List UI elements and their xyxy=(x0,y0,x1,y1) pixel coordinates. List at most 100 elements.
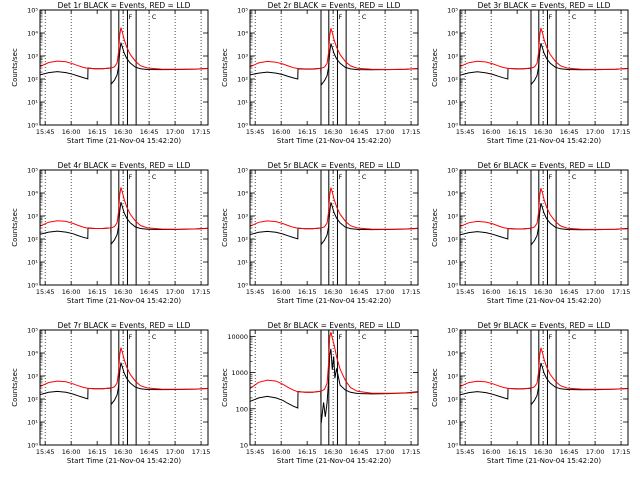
y-tick-label: 10³ xyxy=(237,53,248,61)
y-tick-label: 1000 xyxy=(231,369,248,377)
x-tick-label: 15:45 xyxy=(246,448,265,456)
x-tick-label: 16:15 xyxy=(88,128,107,136)
lld-series-line xyxy=(40,187,208,230)
y-tick-label: 10² xyxy=(237,236,248,244)
y-tick-label: 10⁵ xyxy=(237,167,248,175)
panel-title: Det 4r BLACK = Events, RED = LLD xyxy=(58,161,191,170)
x-tick-label: 16:30 xyxy=(114,448,133,456)
y-tick-label: 10¹ xyxy=(447,259,458,267)
x-tick-label: 16:45 xyxy=(350,448,369,456)
y-tick-label: 10² xyxy=(237,76,248,84)
marker-label: F xyxy=(548,13,552,21)
y-tick-label: 10⁵ xyxy=(27,327,38,335)
x-tick-label: 16:00 xyxy=(62,288,81,296)
x-tick-label: 16:00 xyxy=(272,128,291,136)
y-tick-label: 10³ xyxy=(237,213,248,221)
x-axis-label: Start Time (21-Nov-04 15:42:20) xyxy=(67,297,181,305)
x-tick-label: 16:45 xyxy=(350,288,369,296)
lld-series-line xyxy=(250,332,418,394)
x-tick-label: 15:45 xyxy=(246,128,265,136)
events-series-line xyxy=(250,348,418,424)
marker-label: C xyxy=(362,173,367,181)
y-tick-label: 10³ xyxy=(447,53,458,61)
x-tick-label: 16:30 xyxy=(114,128,133,136)
x-tick-label: 16:15 xyxy=(88,288,107,296)
x-tick-label: 16:15 xyxy=(508,128,527,136)
marker-label: F xyxy=(548,333,552,341)
y-tick-label: 10⁴ xyxy=(27,190,38,198)
x-tick-label: 16:15 xyxy=(298,288,317,296)
y-tick-label: 10⁰ xyxy=(237,282,248,290)
lld-series-line xyxy=(460,347,628,390)
marker-label: F xyxy=(128,333,132,341)
x-tick-label: 16:30 xyxy=(324,128,343,136)
x-tick-label: 16:45 xyxy=(140,448,159,456)
lld-series-line xyxy=(40,27,208,70)
lld-series-line xyxy=(250,187,418,230)
y-tick-label: 10¹ xyxy=(237,259,248,267)
x-tick-label: 17:00 xyxy=(166,448,185,456)
y-tick-label: 10⁴ xyxy=(447,190,458,198)
x-tick-label: 16:30 xyxy=(114,288,133,296)
panel-title: Det 3r BLACK = Events, RED = LLD xyxy=(478,1,611,10)
marker-label: C xyxy=(152,173,157,181)
y-tick-label: 10⁴ xyxy=(237,30,248,38)
x-tick-label: 16:00 xyxy=(272,288,291,296)
y-tick-label: 10⁵ xyxy=(447,7,458,15)
y-tick-label: 10¹ xyxy=(447,99,458,107)
events-series-line xyxy=(460,362,628,407)
panel-title: Det 7r BLACK = Events, RED = LLD xyxy=(58,321,191,330)
y-tick-label: 10⁴ xyxy=(447,350,458,358)
x-tick-label: 17:15 xyxy=(192,128,211,136)
plot-frame xyxy=(39,329,209,446)
x-tick-label: 16:00 xyxy=(62,448,81,456)
y-tick-label: 10¹ xyxy=(27,419,38,427)
y-tick-label: 10¹ xyxy=(27,99,38,107)
marker-label: F xyxy=(338,333,342,341)
y-tick-label: 10¹ xyxy=(237,99,248,107)
x-tick-label: 16:30 xyxy=(534,448,553,456)
x-tick-label: 16:15 xyxy=(298,448,317,456)
marker-label: C xyxy=(572,333,577,341)
y-tick-label: 10⁰ xyxy=(27,282,38,290)
y-tick-label: 10⁵ xyxy=(237,7,248,15)
y-tick-label: 10² xyxy=(447,76,458,84)
plot-frame xyxy=(249,169,419,286)
x-tick-label: 17:15 xyxy=(402,128,421,136)
marker-label: C xyxy=(362,13,367,21)
x-tick-label: 16:30 xyxy=(534,288,553,296)
x-tick-label: 17:00 xyxy=(376,128,395,136)
plot-frame xyxy=(459,169,629,286)
x-tick-label: 16:45 xyxy=(560,448,579,456)
plot-frame xyxy=(39,169,209,286)
y-tick-label: 10³ xyxy=(447,373,458,381)
events-series-line xyxy=(40,42,208,86)
x-tick-label: 17:00 xyxy=(586,128,605,136)
marker-label: C xyxy=(152,333,157,341)
marker-label: C xyxy=(572,173,577,181)
y-tick-label: 10⁴ xyxy=(27,30,38,38)
marker-label: C xyxy=(152,13,157,21)
x-axis-label: Start Time (21-Nov-04 15:42:20) xyxy=(277,297,391,305)
x-tick-label: 16:15 xyxy=(508,448,527,456)
y-tick-label: 10 xyxy=(240,442,248,450)
x-tick-label: 17:15 xyxy=(612,128,631,136)
x-tick-label: 17:15 xyxy=(612,288,631,296)
y-tick-label: 10⁴ xyxy=(237,190,248,198)
x-tick-label: 15:45 xyxy=(246,288,265,296)
y-tick-label: 10⁰ xyxy=(27,442,38,450)
x-tick-label: 16:30 xyxy=(534,128,553,136)
x-tick-label: 17:15 xyxy=(192,288,211,296)
panel-title: Det 9r BLACK = Events, RED = LLD xyxy=(478,321,611,330)
y-tick-label: 10⁰ xyxy=(447,282,458,290)
marker-label: C xyxy=(572,13,577,21)
panel-title: Det 2r BLACK = Events, RED = LLD xyxy=(268,1,401,10)
y-axis-label: Counts/sec xyxy=(221,48,229,87)
events-series-line xyxy=(40,362,208,406)
x-tick-label: 16:00 xyxy=(482,128,501,136)
y-axis-label: Counts/sec xyxy=(431,208,439,247)
